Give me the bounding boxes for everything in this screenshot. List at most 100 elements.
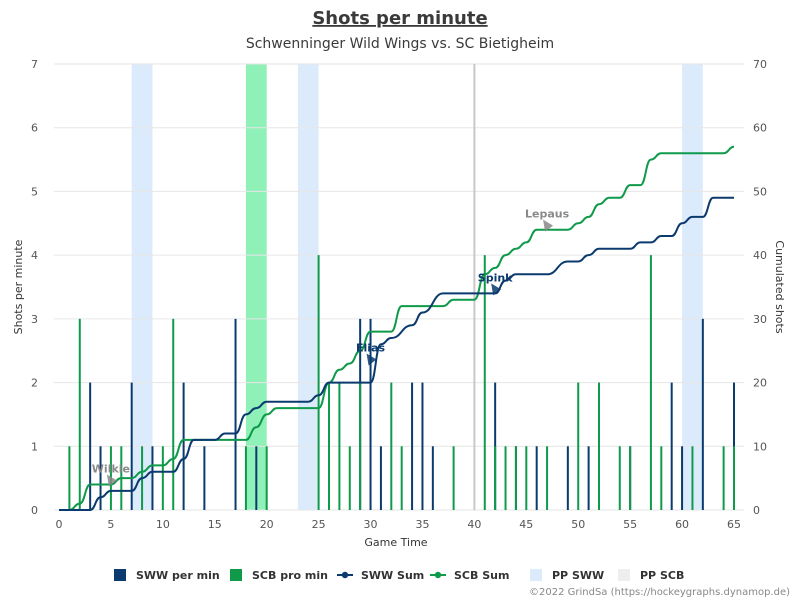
- scb-bar: [514, 446, 517, 510]
- chart-title: Shots per minute: [312, 8, 487, 29]
- scb-bar: [618, 446, 621, 510]
- scb-bar: [265, 446, 268, 510]
- y-right-tick-label: 0: [753, 504, 760, 517]
- cumulative-lines: [59, 145, 735, 511]
- x-tick-label: 50: [571, 518, 585, 531]
- y-right-tick-label: 70: [753, 58, 767, 71]
- scb-bar: [328, 382, 330, 510]
- sww-bar: [89, 382, 92, 510]
- scb-bar: [722, 446, 725, 510]
- legend-label: SCB pro min: [252, 569, 328, 582]
- y-left-tick-label: 2: [31, 377, 38, 390]
- x-tick-label: 60: [675, 518, 689, 531]
- goal-marker: [106, 474, 117, 487]
- sww-bar: [566, 446, 569, 510]
- scb-bar: [338, 382, 341, 510]
- pp-sww-band: [131, 64, 153, 510]
- y-left-tick-label: 5: [31, 185, 38, 198]
- x-tick-label: 65: [727, 518, 741, 531]
- x-tick-label: 30: [364, 518, 378, 531]
- y-right-tick-label: 20: [753, 377, 767, 390]
- sww-bar: [151, 446, 154, 510]
- y-left-tick-label: 1: [31, 440, 38, 453]
- scb-bar: [78, 318, 81, 510]
- x-tick-label: 40: [467, 518, 481, 531]
- x-tick-label: 35: [415, 518, 429, 531]
- x-tick-label: 20: [260, 518, 274, 531]
- legend-swatch: [114, 569, 126, 581]
- scb-sum-line: [59, 145, 735, 511]
- y-right-tick-label: 40: [753, 249, 767, 262]
- scb-bar: [733, 446, 735, 510]
- scb-bar: [494, 446, 497, 510]
- scb-bar: [452, 446, 455, 510]
- powerplay-bands: [131, 64, 703, 510]
- sww-bar: [670, 382, 673, 510]
- scb-bar: [390, 382, 393, 510]
- sww-bar: [421, 382, 424, 510]
- x-axis-ticks: 0 5 10 15 20 25 30 35 40 45 50 55 60 65: [56, 518, 742, 531]
- legend-label: PP SWW: [552, 569, 604, 582]
- pp-sww-band: [682, 64, 703, 510]
- scb-bar: [161, 446, 164, 510]
- legend-label: SWW Sum: [361, 569, 424, 582]
- goal-marker: [366, 353, 377, 366]
- goal-marker: [491, 283, 502, 296]
- x-tick-label: 5: [107, 518, 114, 531]
- legend-marker-swatch: [434, 571, 442, 579]
- scb-bar: [504, 446, 507, 510]
- legend-swatch: [618, 569, 630, 581]
- scb-bar: [359, 382, 362, 510]
- scb-bar: [317, 255, 320, 510]
- credit-text: ©2022 GrindSa (https://hockeygraphs.dyna…: [529, 587, 790, 598]
- y-left-tick-label: 3: [31, 313, 38, 326]
- y-left-tick-label: 0: [31, 504, 38, 517]
- per-minute-bars: [68, 255, 735, 510]
- y-right-tick-label: 10: [753, 440, 767, 453]
- scb-bar: [629, 446, 632, 510]
- sww-bar: [203, 446, 206, 510]
- x-tick-label: 55: [623, 518, 637, 531]
- scb-bar: [660, 446, 663, 510]
- sww-bar: [369, 318, 372, 510]
- y-left-tick-label: 4: [31, 249, 38, 262]
- sww-bar: [701, 318, 704, 510]
- sww-bar: [411, 382, 414, 510]
- x-tick-label: 25: [312, 518, 326, 531]
- scb-bar: [400, 446, 403, 510]
- scb-bar: [649, 255, 652, 510]
- legend-marker-swatch: [341, 571, 349, 579]
- grid-lines: [54, 63, 744, 511]
- x-tick-label: 45: [519, 518, 533, 531]
- legend-swatch: [530, 569, 542, 581]
- x-tick-label: 0: [56, 518, 63, 531]
- y-right-ticks: 0 10 20 30 40 50 60 70: [753, 58, 767, 517]
- sww-bar: [379, 446, 382, 510]
- sww-bar: [182, 382, 185, 510]
- scb-bar: [546, 446, 549, 510]
- scb-bar: [525, 446, 528, 510]
- sww-sum-line: [59, 196, 734, 511]
- y-right-tick-label: 50: [753, 185, 767, 198]
- x-tick-label: 10: [156, 518, 170, 531]
- sww-bar: [130, 382, 133, 510]
- goal-marker: [543, 219, 554, 232]
- scb-bar: [598, 382, 600, 510]
- y-left-ticks: 0 1 2 3 4 5 6 7: [31, 58, 38, 517]
- legend-swatch: [230, 569, 242, 581]
- y-right-tick-label: 30: [753, 313, 767, 326]
- x-tick-label: 15: [208, 518, 222, 531]
- y-left-tick-label: 6: [31, 122, 38, 135]
- sww-bar: [535, 446, 538, 510]
- scb-bar: [691, 446, 694, 510]
- y-right-tick-label: 60: [753, 122, 767, 135]
- sww-bar: [234, 318, 237, 510]
- scb-bar: [348, 446, 351, 510]
- scb-bar: [577, 382, 580, 510]
- sww-bar: [431, 446, 434, 510]
- scb-bar: [172, 318, 175, 510]
- sww-bar: [587, 446, 590, 510]
- chart-subtitle: Schwenninger Wild Wings vs. SC Bietighei…: [246, 36, 554, 52]
- legend-label: SWW per min: [136, 569, 220, 582]
